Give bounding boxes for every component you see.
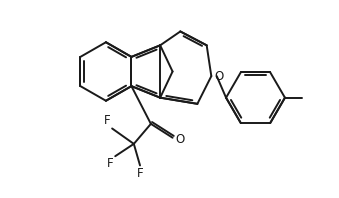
Text: F: F bbox=[107, 157, 114, 170]
Text: O: O bbox=[215, 70, 224, 83]
Text: F: F bbox=[137, 167, 143, 180]
Text: O: O bbox=[176, 133, 185, 146]
Text: F: F bbox=[104, 114, 111, 127]
